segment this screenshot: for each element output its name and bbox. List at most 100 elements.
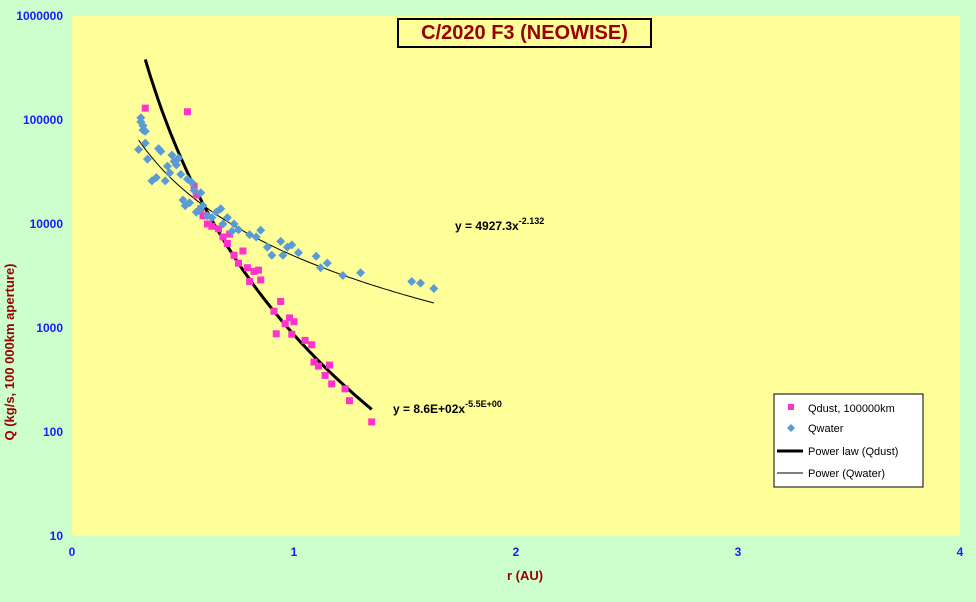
dust-point <box>341 385 349 393</box>
dust-point <box>243 264 251 272</box>
water-point <box>207 213 217 223</box>
water-point <box>162 161 172 171</box>
y-tick-label: 1000 <box>36 321 63 335</box>
y-tick-label: 100 <box>43 425 63 439</box>
dust-fit-equation: y = 8.6E+02x-5.5E+00 <box>393 399 502 416</box>
dust-point <box>314 362 322 370</box>
water-point <box>316 263 326 273</box>
dust-point <box>272 330 280 338</box>
water-point <box>198 201 208 211</box>
water-point <box>171 160 181 170</box>
trend-lines <box>138 58 435 411</box>
water-point <box>194 205 204 215</box>
water-point <box>176 169 186 179</box>
legend-dust-fit-label: Power law (Qdust) <box>808 446 898 458</box>
legend-box <box>773 393 924 488</box>
dust-point <box>277 297 285 305</box>
x-tick-label: 2 <box>513 545 520 559</box>
x-tick-label: 4 <box>957 545 964 559</box>
water-point <box>276 236 286 246</box>
y-axis-ticks: 10 100 1000 10000 100000 1000000 <box>16 9 63 543</box>
water-point <box>256 225 266 235</box>
legend-dust-label: Qdust, 100000km <box>808 403 895 415</box>
legend-water-label: Qwater <box>808 423 844 435</box>
water-point <box>293 248 303 258</box>
water-point <box>322 258 332 268</box>
dust-series <box>141 104 376 426</box>
water-point <box>165 168 175 178</box>
water-point <box>416 278 426 288</box>
x-axis-title: r (AU) <box>507 568 543 583</box>
dust-point <box>235 259 242 267</box>
dust-point <box>326 361 334 369</box>
y-tick-label: 10000 <box>30 217 64 231</box>
dust-point <box>257 276 265 284</box>
dust-point <box>288 330 296 338</box>
legend: Qdust, 100000km Qwater Power law (Qdust)… <box>773 393 924 488</box>
water-point <box>229 219 239 229</box>
water-point <box>407 276 417 286</box>
x-tick-label: 1 <box>291 545 298 559</box>
water-point <box>142 154 152 164</box>
water-point <box>287 240 297 250</box>
dust-point <box>203 220 211 228</box>
y-tick-label: 10 <box>50 529 64 543</box>
water-point <box>134 145 144 155</box>
water-point <box>218 219 228 229</box>
water-point <box>262 242 272 252</box>
water-point <box>251 232 261 242</box>
water-point <box>185 198 195 208</box>
dust-point <box>254 266 262 274</box>
x-tick-label: 3 <box>735 545 742 559</box>
dust-point <box>301 336 309 344</box>
legend-dust-marker <box>788 404 794 410</box>
dust-point <box>192 191 200 199</box>
y-axis-title: Q (kg/s, 100 000km aperture) <box>2 263 17 440</box>
dust-point <box>281 320 289 328</box>
dust-point <box>239 247 247 255</box>
y-tick-label: 1000000 <box>16 9 63 23</box>
dust-point <box>246 277 254 285</box>
water-point <box>245 230 255 240</box>
water-point <box>234 225 243 235</box>
water-point <box>429 283 439 293</box>
dust-point <box>310 358 318 366</box>
dust-point <box>223 239 231 247</box>
dust-point <box>290 318 298 326</box>
water-point <box>267 250 277 260</box>
x-tick-label: 0 <box>69 545 76 559</box>
water-point <box>227 226 237 236</box>
dust-point <box>368 418 376 426</box>
water-point <box>156 146 166 156</box>
water-point <box>174 153 184 163</box>
water-point <box>140 126 150 136</box>
water-point <box>356 268 366 278</box>
dust-power-fit-line <box>143 58 373 411</box>
dust-point <box>230 251 238 259</box>
water-point <box>311 251 321 261</box>
dust-point <box>308 341 316 349</box>
dust-point <box>141 104 149 112</box>
water-point <box>338 270 348 280</box>
water-point <box>151 172 161 182</box>
water-point <box>160 176 170 186</box>
water-series <box>134 113 439 293</box>
water-power-fit-line <box>138 139 435 304</box>
water-point <box>196 188 206 198</box>
dust-point <box>321 371 329 379</box>
dust-point <box>328 380 336 388</box>
legend-water-marker <box>787 424 795 432</box>
legend-water-fit-label: Power (Qwater) <box>808 468 885 480</box>
chart-title: C/2020 F3 (NEOWISE) <box>397 18 652 48</box>
dust-point <box>226 230 234 238</box>
y-tick-label: 100000 <box>23 113 63 127</box>
water-point <box>216 204 226 214</box>
dust-point <box>215 225 223 233</box>
water-point <box>278 250 288 260</box>
dust-point <box>250 267 258 275</box>
water-fit-equation: y = 4927.3x-2.132 <box>455 216 544 233</box>
dust-point <box>286 314 294 322</box>
dust-point <box>270 307 278 315</box>
water-point <box>187 178 197 188</box>
